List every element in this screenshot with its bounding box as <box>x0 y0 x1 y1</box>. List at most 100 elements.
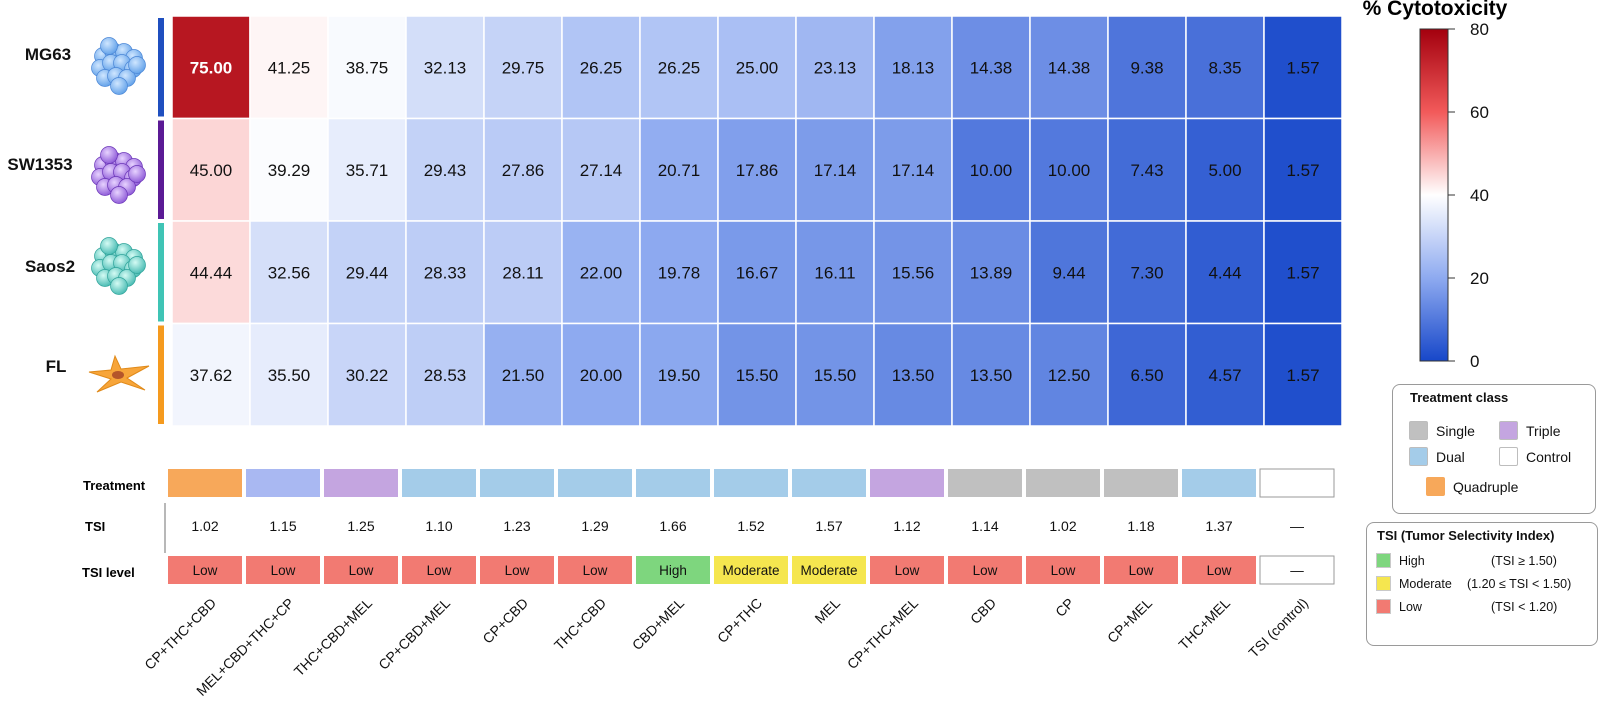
heatmap-cell-label: 16.67 <box>736 263 779 282</box>
row-label-mg63: MG63 <box>25 45 71 64</box>
treatment-class-cell <box>558 469 632 497</box>
colorbar-tick-label: 0 <box>1470 352 1479 371</box>
column-label-cp: CP <box>1052 595 1077 620</box>
heatmap-cell <box>873 117 953 222</box>
tsi-value: 1.02 <box>191 518 218 534</box>
heatmap-cell <box>1263 220 1343 325</box>
heatmap-cell-label: 14.38 <box>970 58 1013 77</box>
heatmap-cell-label: 1.57 <box>1286 366 1319 385</box>
heatmap-cell-label: 1.57 <box>1286 161 1319 180</box>
tsi-level-cell <box>1026 556 1100 584</box>
colorbar: % Cytotoxicity 0 20 40 60 80 <box>1363 0 1508 371</box>
heatmap-cell <box>483 220 563 325</box>
tsi-legend-item-low: Low (TSI < 1.20) <box>1376 599 1557 614</box>
row-label-fl: FL <box>46 357 67 376</box>
colorbar-tick-label: 60 <box>1470 103 1489 122</box>
tsi-value: 1.15 <box>269 518 296 534</box>
heatmap-cell-label: 6.50 <box>1130 366 1163 385</box>
tsi-value: 1.14 <box>971 518 998 534</box>
heatmap-cell <box>561 15 641 120</box>
colorbar-gradient <box>1419 28 1449 362</box>
legend-item-quadruple: Quadruple <box>1426 477 1518 496</box>
tsi-level-label: Low <box>973 563 998 578</box>
heatmap-grid: 75.00 41.25 38.75 32.13 29.75 26.25 26.25 25.00… <box>171 15 1343 427</box>
column-label-tsi-control: TSI (control) <box>1245 595 1311 661</box>
column-label-cbd: CBD <box>967 595 999 627</box>
tsi-legend-range-low: (TSI < 1.20) <box>1491 599 1558 614</box>
treatment-class-cell <box>480 469 554 497</box>
column-label-cp-cbd: CP+CBD <box>479 595 531 647</box>
heatmap-cell-label: 19.50 <box>658 366 701 385</box>
heatmap-cell-label: 16.11 <box>814 263 855 282</box>
cell-blob <box>100 37 118 55</box>
heatmap-cell <box>1107 117 1187 222</box>
treatment-class-cell <box>246 469 320 497</box>
colorbar-tick-label: 40 <box>1470 186 1489 205</box>
heatmap-cell-label: 18.13 <box>892 58 935 77</box>
row-color-bar-sw1353 <box>158 120 164 219</box>
heatmap-cell-label: 45.00 <box>190 161 233 180</box>
fibroblast-nucleus <box>112 371 124 379</box>
tsi-legend-item-high: High (TSI ≥ 1.50) <box>1376 553 1557 568</box>
treatment-class-cell <box>168 469 242 497</box>
heatmap-cell-label: 13.89 <box>970 263 1013 282</box>
heatmap-cell-label: 7.30 <box>1130 263 1163 282</box>
tsi-level-label: Low <box>1207 563 1232 578</box>
tsi-value: 1.66 <box>659 518 686 534</box>
fibroblast-cell-icon <box>88 354 150 393</box>
heatmap-cell-label: 22.00 <box>580 263 623 282</box>
heatmap-cell-label: 4.57 <box>1208 366 1241 385</box>
heatmap-cell-label: 1.57 <box>1286 58 1319 77</box>
heatmap-cell <box>483 15 563 120</box>
heatmap-cell <box>1263 322 1343 427</box>
heatmap-cell <box>1263 15 1343 120</box>
tsi-level-label: Low <box>1129 563 1154 578</box>
legend-item-single: Single <box>1409 421 1475 440</box>
legend-label-single: Single <box>1436 422 1475 439</box>
heatmap-cell-label: 20.00 <box>580 366 623 385</box>
heatmap-cell-label: 26.25 <box>580 58 623 77</box>
tsi-swatch-moderate <box>1376 576 1391 591</box>
heatmap-cell <box>327 322 407 427</box>
cell-blob <box>110 186 128 204</box>
column-label-thc-cbd-mel: THC+CBD+MEL <box>291 595 376 680</box>
heatmap-cell-label: 17.14 <box>892 161 935 180</box>
heatmap-cell <box>1107 220 1187 325</box>
legend-swatch-dual <box>1409 447 1428 466</box>
tsi-legend: TSI (Tumor Selectivity Index) High (TSI … <box>1366 522 1598 646</box>
tsi-value: 1.12 <box>893 518 920 534</box>
row-color-bar-mg63 <box>158 18 164 117</box>
tsi-level-cell <box>168 556 242 584</box>
tsi-level-label: High <box>659 563 687 578</box>
cell-blob <box>110 277 128 295</box>
heatmap-cell <box>639 117 719 222</box>
heatmap-cell-label: 14.38 <box>1048 58 1091 77</box>
legend-item-triple: Triple <box>1499 421 1561 440</box>
heatmap-cell-label: 15.50 <box>814 366 857 385</box>
heatmap-cell <box>171 117 251 222</box>
treatment-class-cell <box>1182 469 1256 497</box>
tsi-legend-name-low: Low <box>1399 599 1422 614</box>
sw1353-cell-cluster-icon <box>91 146 146 204</box>
treatment-class-cell <box>324 469 398 497</box>
tsi-value: 1.10 <box>425 518 452 534</box>
tsi-level-row-label: TSI level <box>82 565 135 580</box>
legend-label-dual: Dual <box>1436 448 1465 465</box>
tsi-value: 1.57 <box>815 518 842 534</box>
legend-swatch-control <box>1499 447 1518 466</box>
heatmap-cell-label: 44.44 <box>190 263 233 282</box>
tsi-legend-title: TSI (Tumor Selectivity Index) <box>1377 528 1555 543</box>
tsi-level-label: Low <box>583 563 608 578</box>
heatmap-cell <box>1185 117 1265 222</box>
tsi-level-cell <box>480 556 554 584</box>
heatmap-cell <box>795 117 875 222</box>
heatmap-cell-label: 32.56 <box>268 263 311 282</box>
heatmap-cell-label: 35.71 <box>346 161 389 180</box>
tsi-legend-range-high: (TSI ≥ 1.50) <box>1491 553 1557 568</box>
tsi-value: 1.37 <box>1205 518 1232 534</box>
legend-swatch-quadruple <box>1426 477 1445 496</box>
heatmap-cell <box>561 117 641 222</box>
tsi-level-cell <box>1104 556 1178 584</box>
heatmap-cell <box>249 322 329 427</box>
